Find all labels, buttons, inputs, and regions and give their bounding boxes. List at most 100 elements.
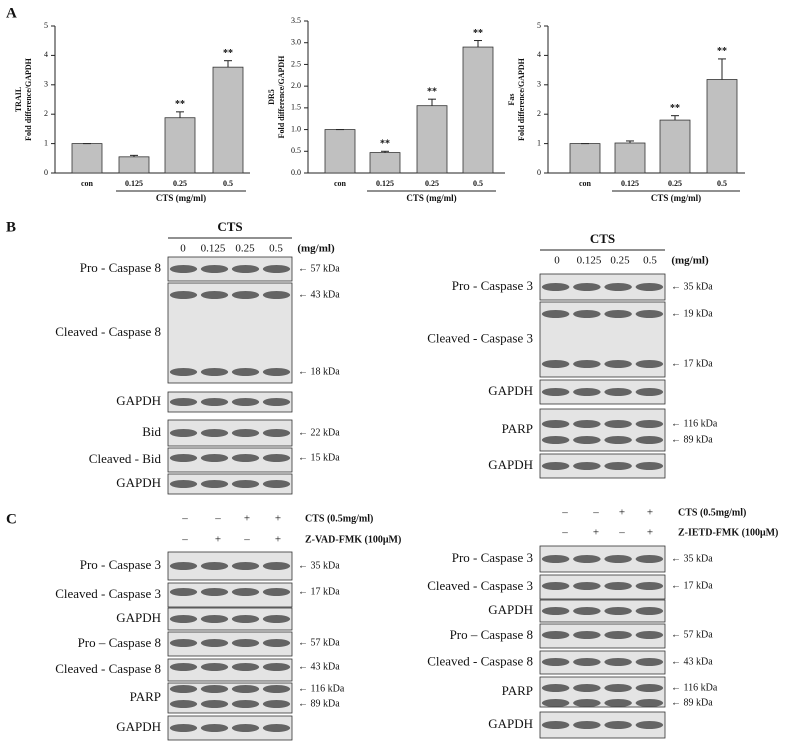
band [231, 685, 260, 693]
size-marker: ← 35 kDa [671, 553, 713, 564]
row-label: Pro – Caspase 8 [450, 627, 533, 642]
row-label: Pro - Caspase 3 [452, 278, 533, 293]
band [541, 420, 570, 428]
lane-label: 0.5 [643, 255, 657, 267]
band [169, 663, 198, 671]
bar [462, 46, 494, 174]
size-marker: ← 35 kDa [671, 281, 713, 292]
band [541, 360, 570, 368]
band [604, 310, 632, 318]
bar [324, 129, 356, 174]
y-tick-label: 1.0 [291, 124, 301, 133]
band [635, 607, 664, 615]
bar [614, 142, 646, 174]
band [573, 684, 601, 692]
band [604, 699, 632, 707]
x-tick-label: 0.125 [621, 179, 639, 188]
band [541, 582, 570, 590]
size-marker: ← 116 kDa [671, 418, 718, 429]
band [573, 310, 601, 318]
condition-sign: – [561, 527, 568, 539]
x-tick-label: 0.25 [668, 179, 682, 188]
x-tick-label: 0.25 [425, 179, 439, 188]
blot-strip [539, 650, 666, 675]
blot-header: CTS [217, 219, 242, 234]
y-tick-label: 0.0 [291, 168, 301, 177]
row-label: Cleaved - Caspase 3 [55, 586, 161, 601]
y-axis-label: Fold difference/GAPDH [24, 57, 33, 141]
band [541, 721, 570, 729]
band [541, 699, 570, 707]
y-tick-label: 0.5 [291, 146, 301, 155]
size-marker: ← 57 kDa [298, 637, 340, 648]
band [573, 388, 601, 396]
y-tick-label: 1.5 [291, 103, 301, 112]
band [635, 283, 664, 291]
lane-label: 0 [554, 255, 560, 267]
size-marker: ← 18 kDa [298, 366, 340, 377]
band [231, 615, 260, 623]
band [573, 699, 601, 707]
lane-label: 0.25 [235, 243, 255, 255]
band [541, 388, 570, 396]
band [200, 429, 229, 437]
row-label: PARP [130, 689, 161, 704]
band [573, 658, 601, 666]
band [200, 588, 229, 596]
band [573, 360, 601, 368]
row-label: GAPDH [116, 719, 161, 734]
band [604, 436, 632, 444]
condition-sign: – [181, 513, 188, 525]
size-marker: ← 17 kDa [671, 580, 713, 591]
band [200, 265, 229, 273]
significance-label: ** [670, 103, 680, 114]
row-label: Cleaved - Caspase 3 [427, 330, 533, 345]
x-tick-label: con [81, 179, 94, 188]
band [541, 283, 570, 291]
x-tick-label: 0.125 [125, 179, 143, 188]
size-marker: ← 17 kDa [671, 358, 713, 369]
band [541, 631, 570, 639]
band [169, 588, 198, 596]
band [604, 582, 632, 590]
band [169, 700, 198, 708]
lane-label: 0.125 [201, 243, 226, 255]
condition-sign: + [215, 534, 221, 546]
lane-label: 0.25 [610, 255, 630, 267]
lane-label: 0.5 [269, 243, 283, 255]
bar [416, 105, 448, 174]
row-label: Cleaved - Caspase 8 [55, 324, 161, 339]
condition-label: Z-IETD-FMK (100μM) [678, 527, 778, 538]
y-tick-label: 0 [537, 168, 541, 177]
band [262, 700, 291, 708]
band [200, 663, 229, 671]
x-group-label: CTS (mg/ml) [156, 193, 206, 203]
bar [164, 117, 196, 174]
condition-sign: – [214, 513, 221, 525]
band [169, 685, 198, 693]
band [541, 684, 570, 692]
band [635, 555, 664, 563]
blot-header: CTS [590, 231, 615, 246]
condition-label: CTS (0.5mg/ml) [305, 513, 373, 524]
band [573, 436, 601, 444]
band [573, 420, 601, 428]
condition-sign: – [243, 534, 250, 546]
significance-label: ** [223, 48, 233, 59]
band [200, 685, 229, 693]
size-marker: ← 15 kDa [298, 452, 340, 463]
row-label: PARP [502, 421, 533, 436]
condition-sign: – [618, 527, 625, 539]
size-marker: ← 57 kDa [298, 263, 340, 274]
band [231, 398, 260, 406]
band [231, 265, 260, 273]
band [200, 615, 229, 623]
band [573, 607, 601, 615]
condition-label: CTS (0.5mg/ml) [678, 507, 746, 518]
band [231, 724, 260, 732]
band [541, 658, 570, 666]
band [231, 429, 260, 437]
x-tick-label: con [334, 179, 347, 188]
panel-label: A [6, 5, 17, 21]
